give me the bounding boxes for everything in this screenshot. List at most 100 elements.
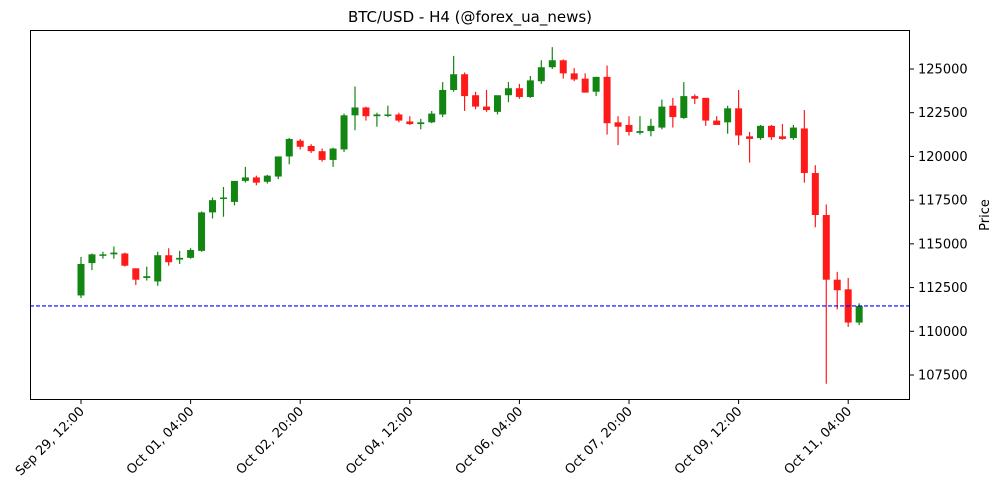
candle (176, 250, 184, 264)
candle (570, 68, 578, 82)
candle (537, 60, 545, 84)
candle (581, 73, 589, 93)
candle (252, 175, 260, 186)
candle-body (198, 212, 206, 251)
candle-body (241, 177, 249, 181)
candle-body (252, 177, 260, 183)
candle (439, 82, 447, 118)
candle-body (483, 106, 491, 111)
candle-body (811, 173, 819, 216)
candle-body (263, 175, 271, 182)
candle-body (351, 107, 359, 116)
candle (592, 76, 600, 97)
candle (395, 112, 403, 123)
candle-body (636, 131, 644, 133)
y-tick-label: 107500 (918, 369, 968, 384)
y-tick-label: 117500 (918, 194, 968, 209)
candle (428, 110, 436, 124)
candle (263, 174, 271, 184)
candle (526, 75, 534, 98)
candle (680, 82, 688, 119)
candle-body (778, 136, 786, 139)
candle (296, 138, 304, 150)
candle-body (219, 197, 227, 200)
candle (614, 116, 622, 146)
candle-body (658, 106, 666, 128)
candle (274, 156, 282, 180)
candle (88, 253, 96, 271)
candle (230, 180, 238, 206)
candle-body (439, 89, 447, 115)
candle (757, 124, 765, 140)
candle-body (614, 122, 622, 127)
candle (417, 118, 425, 130)
candle-body (647, 125, 655, 132)
candle-body (592, 76, 600, 92)
candle-body (570, 73, 578, 80)
candle (724, 105, 732, 134)
candle-body (384, 114, 392, 116)
x-tick-label: Sep 29, 12:00 (13, 404, 88, 479)
candle (198, 211, 206, 252)
candle (636, 116, 644, 135)
candle-body (373, 114, 381, 117)
candle (811, 165, 819, 228)
candle-body (515, 88, 523, 97)
candle (165, 248, 173, 266)
candle-body (154, 255, 162, 282)
candles-group (77, 47, 863, 384)
candle-body (461, 74, 469, 97)
candle (318, 148, 326, 162)
candle-body (296, 140, 304, 147)
y-tick-label: 112500 (918, 281, 968, 296)
candle (658, 99, 666, 130)
candle-body (428, 113, 436, 123)
candle (154, 251, 162, 286)
candle-body (176, 257, 184, 260)
candle (121, 252, 129, 267)
candle (329, 147, 337, 167)
candle-body (855, 305, 863, 323)
candle-body (581, 78, 589, 93)
candle-body (307, 145, 315, 152)
candle-body (559, 60, 567, 74)
candle-body (143, 276, 151, 278)
candle-body (329, 148, 337, 160)
candle (77, 256, 85, 299)
candle (99, 251, 107, 259)
candle (702, 97, 710, 126)
candle-body (362, 107, 370, 117)
candle (746, 131, 754, 163)
candle-body (526, 80, 534, 97)
y-axis: 107500 110000 112500 115000 117500 120000 1225… (910, 63, 968, 384)
candle (504, 82, 512, 103)
y-tick-label: 125000 (918, 63, 968, 78)
candle-body (230, 180, 238, 202)
x-tick-label: Oct 11, 04:00 (782, 404, 855, 477)
candle (472, 91, 480, 110)
candle (548, 47, 556, 69)
candle-body (318, 151, 326, 160)
candle-body (691, 96, 699, 99)
candle (691, 94, 699, 104)
x-tick-label: Oct 04, 12:00 (343, 404, 416, 477)
candle-body (209, 200, 217, 213)
candle-body (800, 128, 808, 174)
candle (219, 187, 227, 217)
candle-body (417, 122, 425, 125)
y-tick-label: 110000 (918, 325, 968, 340)
candle-body (504, 88, 512, 96)
candle (450, 55, 458, 92)
candle-body (395, 114, 403, 121)
candle-body (121, 253, 129, 266)
candle-body (767, 125, 775, 138)
candle (241, 166, 249, 183)
candle (735, 89, 743, 146)
candle (603, 65, 611, 135)
candle-body (789, 127, 797, 139)
y-axis-label: Price (978, 199, 993, 231)
candle (515, 83, 523, 99)
candle-body (472, 95, 480, 107)
candle-body (165, 255, 173, 263)
candle-body (822, 215, 830, 280)
